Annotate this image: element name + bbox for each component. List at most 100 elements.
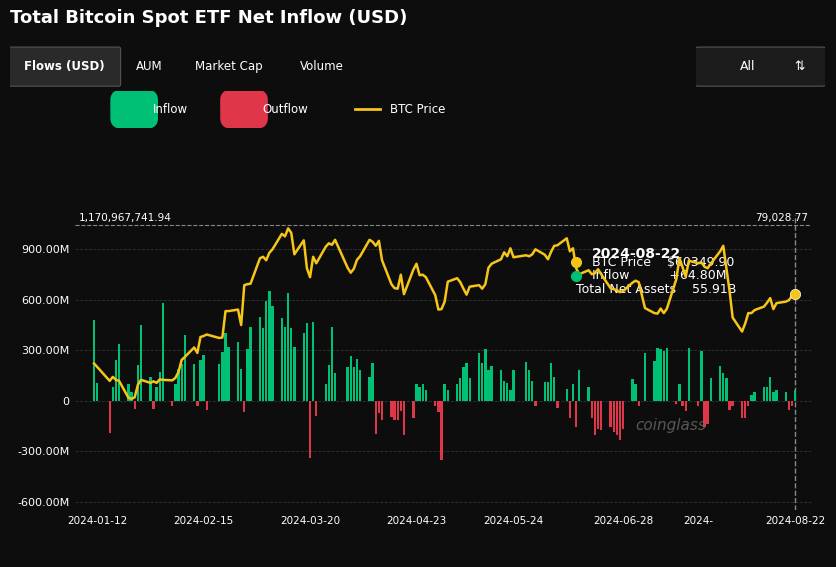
- FancyBboxPatch shape: [220, 89, 268, 129]
- Bar: [193, 363, 196, 401]
- Bar: [306, 323, 308, 401]
- Bar: [237, 342, 239, 401]
- Bar: [371, 363, 374, 401]
- Bar: [615, 401, 618, 435]
- Bar: [134, 401, 136, 409]
- Bar: [218, 363, 221, 401]
- Bar: [609, 401, 612, 427]
- Bar: [446, 390, 449, 401]
- Bar: [631, 379, 634, 401]
- Bar: [500, 370, 502, 401]
- Text: Flows (USD): Flows (USD): [24, 60, 104, 73]
- Bar: [788, 401, 790, 409]
- Bar: [112, 387, 114, 401]
- Text: AUM: AUM: [135, 60, 162, 73]
- Bar: [171, 401, 173, 406]
- Bar: [528, 370, 530, 401]
- Bar: [685, 401, 687, 411]
- Text: BTC Price: BTC Price: [390, 103, 445, 116]
- Bar: [491, 366, 492, 401]
- Bar: [747, 401, 750, 406]
- Bar: [346, 367, 349, 401]
- Bar: [468, 378, 471, 401]
- Bar: [575, 401, 578, 427]
- Bar: [566, 388, 568, 401]
- Bar: [588, 387, 590, 401]
- Bar: [425, 390, 427, 401]
- Bar: [268, 291, 271, 401]
- Bar: [719, 366, 721, 401]
- Bar: [547, 382, 549, 401]
- Bar: [421, 384, 424, 401]
- Bar: [265, 302, 268, 401]
- Text: Total Bitcoin Spot ETF Net Inflow (USD): Total Bitcoin Spot ETF Net Inflow (USD): [10, 9, 407, 27]
- Bar: [568, 401, 571, 418]
- Bar: [697, 401, 700, 406]
- Bar: [710, 378, 712, 401]
- Bar: [619, 401, 621, 441]
- Text: Inflow: Inflow: [153, 103, 188, 116]
- Bar: [653, 361, 655, 401]
- Bar: [775, 390, 777, 401]
- Bar: [665, 348, 668, 401]
- Bar: [656, 348, 659, 401]
- Bar: [243, 401, 246, 412]
- Bar: [127, 384, 130, 401]
- Bar: [503, 382, 505, 401]
- Bar: [744, 401, 747, 418]
- FancyBboxPatch shape: [694, 47, 827, 86]
- Bar: [249, 327, 252, 401]
- Bar: [722, 373, 725, 401]
- Bar: [638, 401, 640, 406]
- Bar: [725, 378, 727, 401]
- Bar: [766, 387, 768, 401]
- Bar: [772, 392, 774, 401]
- Bar: [375, 401, 377, 434]
- Bar: [331, 327, 333, 401]
- Point: [788, 290, 802, 299]
- Bar: [478, 353, 480, 401]
- FancyBboxPatch shape: [8, 47, 120, 86]
- Bar: [456, 384, 458, 401]
- Bar: [312, 321, 314, 401]
- Bar: [378, 401, 380, 413]
- Bar: [466, 363, 467, 401]
- Bar: [701, 351, 702, 401]
- Bar: [199, 361, 201, 401]
- Bar: [613, 401, 614, 432]
- Bar: [597, 401, 599, 429]
- Bar: [459, 378, 461, 401]
- Bar: [247, 349, 248, 401]
- Bar: [315, 401, 318, 416]
- Bar: [324, 384, 327, 401]
- Bar: [287, 293, 289, 401]
- Bar: [227, 347, 230, 401]
- Bar: [550, 363, 553, 401]
- Text: BTC Price    $60349.90: BTC Price $60349.90: [592, 256, 734, 269]
- Bar: [750, 395, 752, 401]
- Bar: [159, 372, 161, 401]
- Bar: [706, 401, 709, 424]
- Bar: [140, 325, 142, 401]
- Bar: [202, 356, 205, 401]
- Bar: [622, 401, 624, 429]
- Bar: [594, 401, 596, 435]
- Bar: [462, 367, 465, 401]
- Bar: [283, 327, 286, 401]
- Bar: [381, 401, 383, 420]
- Bar: [635, 384, 637, 401]
- Text: 2024-08-22: 2024-08-22: [592, 247, 681, 261]
- Bar: [791, 401, 793, 406]
- Bar: [728, 401, 731, 409]
- Bar: [206, 401, 208, 410]
- Bar: [369, 377, 370, 401]
- Bar: [136, 365, 139, 401]
- Bar: [525, 362, 528, 401]
- Bar: [590, 401, 593, 418]
- Bar: [534, 401, 537, 406]
- Bar: [688, 348, 690, 401]
- Bar: [553, 377, 555, 401]
- Bar: [224, 333, 227, 401]
- Bar: [353, 367, 355, 401]
- Bar: [703, 401, 706, 427]
